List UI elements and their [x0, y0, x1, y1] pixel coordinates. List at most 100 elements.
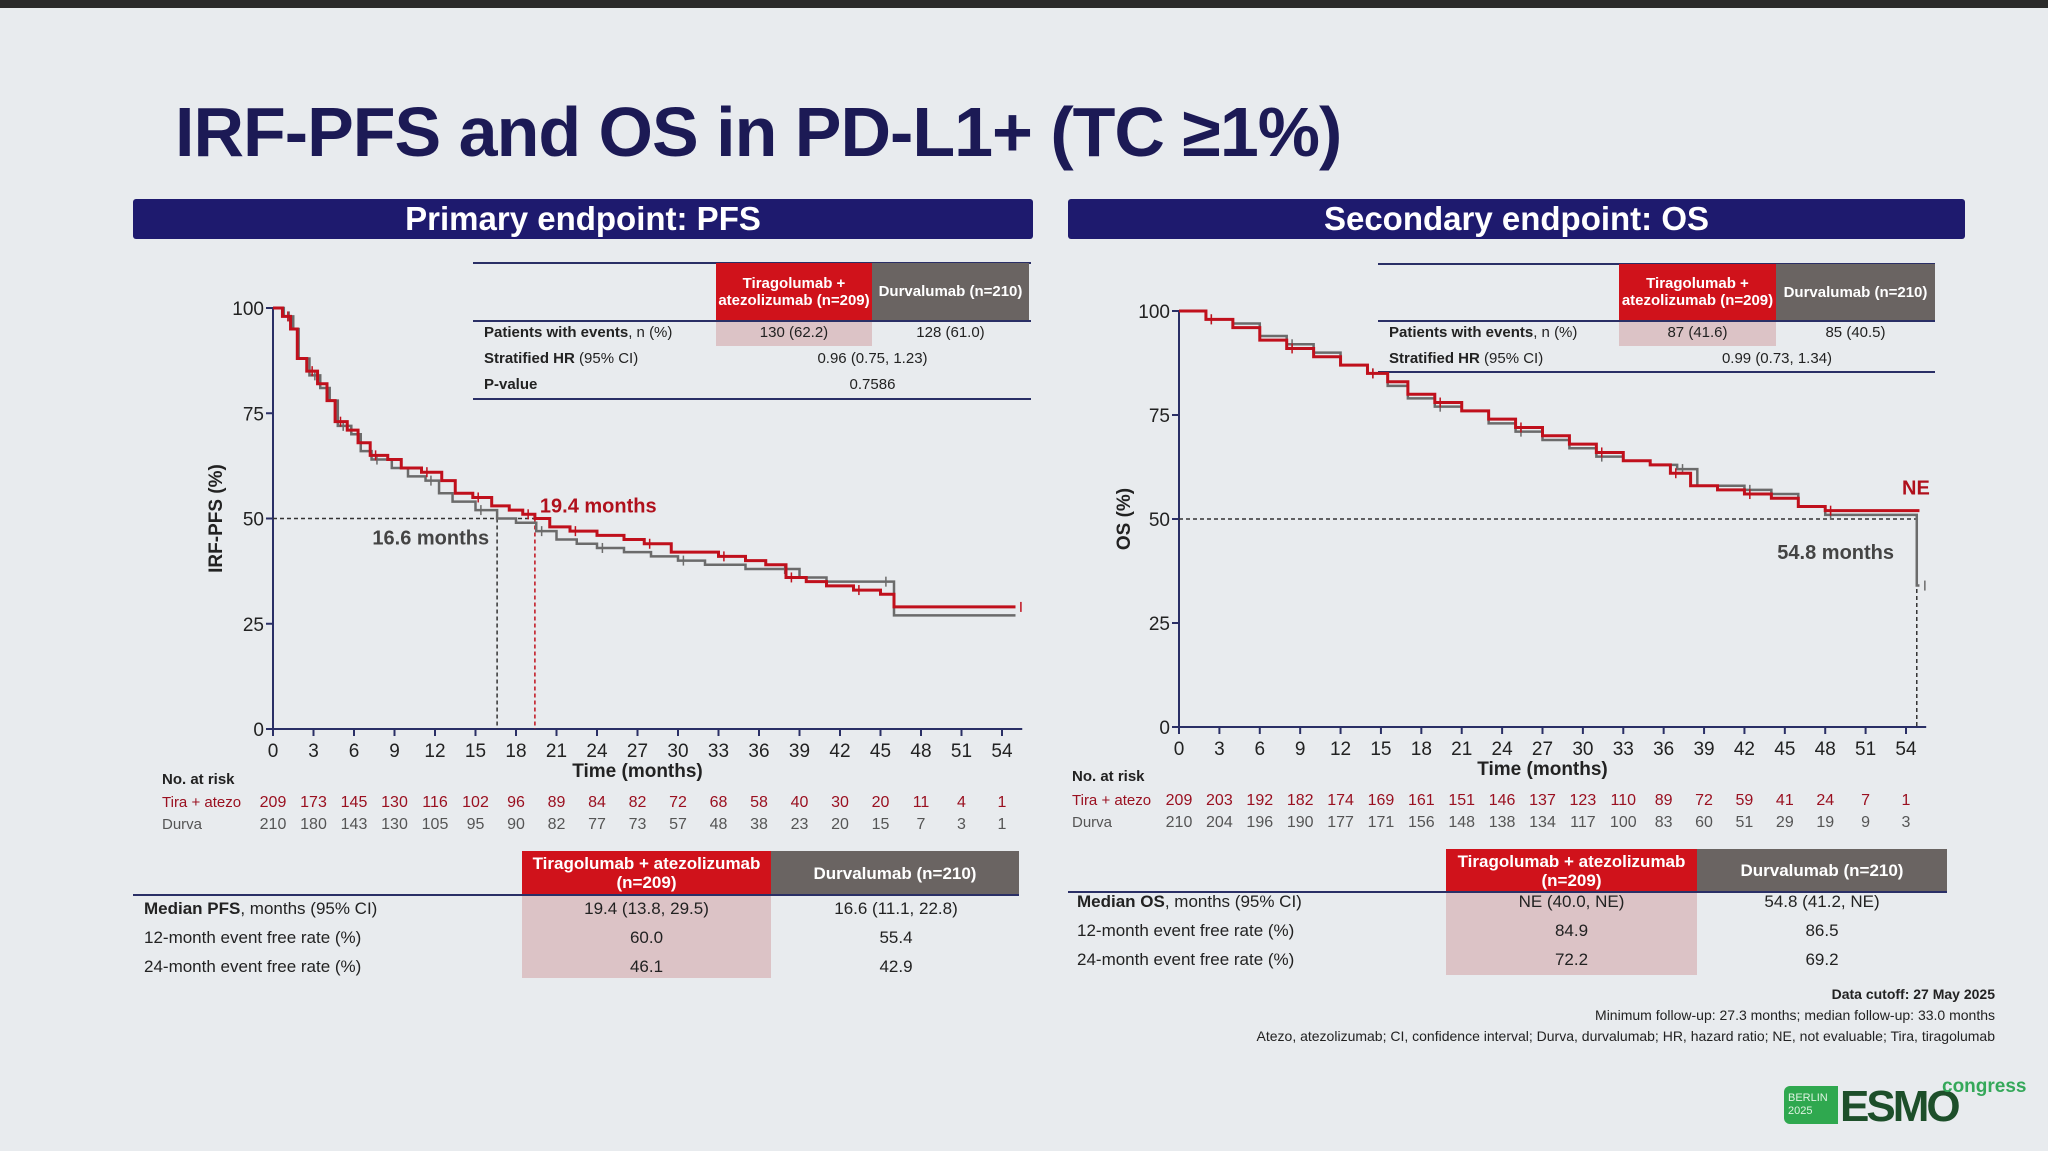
- risk-count-durva: 60: [1695, 814, 1713, 831]
- risk-table-title: No. at risk: [1072, 768, 1145, 785]
- row-label: Median PFS, months (95% CI): [144, 899, 378, 918]
- tira-value: 84.9: [1554, 921, 1589, 940]
- hazard-ratio: 0.99 (0.73, 1.34): [1721, 350, 1833, 367]
- risk-count-durva: 7: [917, 816, 926, 833]
- row-label: Median OS, months (95% CI): [1077, 892, 1302, 911]
- risk-count-tira: 72: [669, 794, 687, 811]
- x-tick-label: 12: [424, 741, 445, 762]
- highlight-column: [1446, 893, 1697, 975]
- screen-edge: [0, 0, 2048, 8]
- risk-count-tira: 137: [1529, 792, 1556, 809]
- x-tick-label: 54: [991, 741, 1013, 762]
- risk-count-durva: 138: [1489, 814, 1516, 831]
- hazard-ratio: 0.96 (0.75, 1.23): [817, 350, 928, 367]
- x-tick-label: 15: [1370, 739, 1391, 760]
- durva-value: 55.4: [879, 928, 913, 947]
- tira-events: 87 (41.6): [1667, 324, 1728, 341]
- risk-count-durva: 204: [1206, 814, 1233, 831]
- durva-value: 69.2: [1805, 950, 1839, 969]
- y-tick-label: 0: [1159, 718, 1170, 739]
- risk-label-durva: Durva: [1072, 814, 1113, 831]
- durva-events: 85 (40.5): [1825, 324, 1886, 341]
- logo-year: 2025: [1788, 1105, 1813, 1117]
- risk-count-tira: 24: [1816, 792, 1834, 809]
- x-tick-label: 24: [1492, 739, 1514, 760]
- risk-count-tira: 1: [998, 794, 1007, 811]
- risk-label-tira: Tira + atezo: [1072, 792, 1151, 809]
- x-tick-label: 27: [627, 741, 648, 762]
- durva-curve: [1179, 309, 1920, 587]
- risk-count-tira: 96: [507, 794, 525, 811]
- data-cutoff: Data cutoff: 27 May 2025: [1831, 986, 1995, 1002]
- risk-table-title: No. at risk: [162, 771, 235, 788]
- slide-title: IRF-PFS and OS in PD-L1+ (TC ≥1%): [175, 93, 1342, 171]
- x-tick-label: 33: [1613, 739, 1634, 760]
- x-tick-label: 21: [546, 741, 567, 762]
- risk-count-durva: 48: [710, 816, 728, 833]
- x-tick-label: 33: [708, 741, 729, 762]
- risk-count-durva: 90: [507, 816, 525, 833]
- x-tick-label: 48: [910, 741, 931, 762]
- risk-count-tira: 11: [913, 794, 930, 811]
- x-tick-label: 54: [1895, 739, 1917, 760]
- y-tick-label: 50: [1149, 510, 1170, 531]
- risk-count-durva: 73: [629, 816, 647, 833]
- row-label: Patients with events, n (%): [1389, 324, 1578, 341]
- row-label: 12-month event free rate (%): [144, 928, 362, 947]
- risk-count-durva: 143: [341, 816, 368, 833]
- risk-count-durva: 19: [1816, 814, 1834, 831]
- risk-count-durva: 117: [1570, 814, 1596, 831]
- risk-count-tira: 161: [1408, 792, 1435, 809]
- x-tick-label: 24: [586, 741, 608, 762]
- tira-value: 19.4 (13.8, 29.5): [584, 899, 709, 918]
- durva-median-label: 16.6 months: [372, 528, 489, 550]
- row-label: P-value: [484, 376, 538, 393]
- durva-value: 86.5: [1805, 921, 1839, 940]
- risk-count-tira: 102: [462, 794, 489, 811]
- x-tick-label: 9: [389, 741, 400, 762]
- tira-curve: [273, 306, 1016, 609]
- abbreviations: Atezo, atezolizumab; CI, confidence inte…: [1256, 1028, 1995, 1044]
- tira-events: 130 (62.2): [759, 324, 829, 341]
- y-tick-label: 0: [253, 720, 264, 741]
- x-tick-label: 3: [1214, 739, 1225, 760]
- risk-count-durva: 171: [1368, 814, 1395, 831]
- risk-count-durva: 210: [1166, 814, 1193, 831]
- highlight-column: [522, 896, 771, 978]
- x-tick-label: 12: [1330, 739, 1351, 760]
- risk-count-tira: 59: [1736, 792, 1754, 809]
- risk-count-tira: 174: [1327, 792, 1354, 809]
- p-value: 0.7586: [849, 376, 896, 393]
- risk-count-tira: 192: [1246, 792, 1273, 809]
- x-tick-label: 18: [505, 741, 526, 762]
- risk-count-tira: 209: [260, 794, 287, 811]
- risk-count-durva: 82: [548, 816, 566, 833]
- risk-count-tira: 84: [588, 794, 606, 811]
- table-rule: [1378, 320, 1935, 322]
- y-tick-label: 100: [1138, 302, 1170, 323]
- pfs-banner: Primary endpoint: PFS: [133, 199, 1033, 239]
- risk-count-durva: 180: [300, 816, 327, 833]
- risk-count-durva: 23: [791, 816, 809, 833]
- risk-count-durva: 156: [1408, 814, 1435, 831]
- risk-count-durva: 38: [750, 816, 768, 833]
- x-tick-label: 39: [1693, 739, 1714, 760]
- durva-value: 16.6 (11.1, 22.8): [834, 899, 958, 918]
- os-bottom-col-durva: Durvalumab (n=210): [1697, 849, 1947, 892]
- table-rule: [473, 398, 1031, 400]
- os-bottom-col-tira: Tiragolumab + atezolizumab (n=209): [1446, 849, 1697, 892]
- os-y-axis-title: OS (%): [1114, 488, 1135, 550]
- table-rule: [473, 320, 1031, 322]
- durva-value: 54.8 (41.2, NE): [1764, 892, 1880, 911]
- os-x-axis-title: Time (months): [1477, 759, 1608, 780]
- y-tick-label: 50: [243, 510, 264, 531]
- logo-suffix: congress: [1942, 1076, 2027, 1097]
- risk-count-tira: 130: [381, 794, 408, 811]
- table-rule: [133, 894, 1019, 896]
- risk-count-durva: 20: [831, 816, 849, 833]
- pfs-x-axis-title: Time (months): [572, 761, 703, 782]
- tira-value: 72.2: [1554, 950, 1589, 969]
- risk-count-durva: 77: [588, 816, 606, 833]
- durva-curve: [273, 306, 1016, 617]
- risk-count-durva: 177: [1327, 814, 1354, 831]
